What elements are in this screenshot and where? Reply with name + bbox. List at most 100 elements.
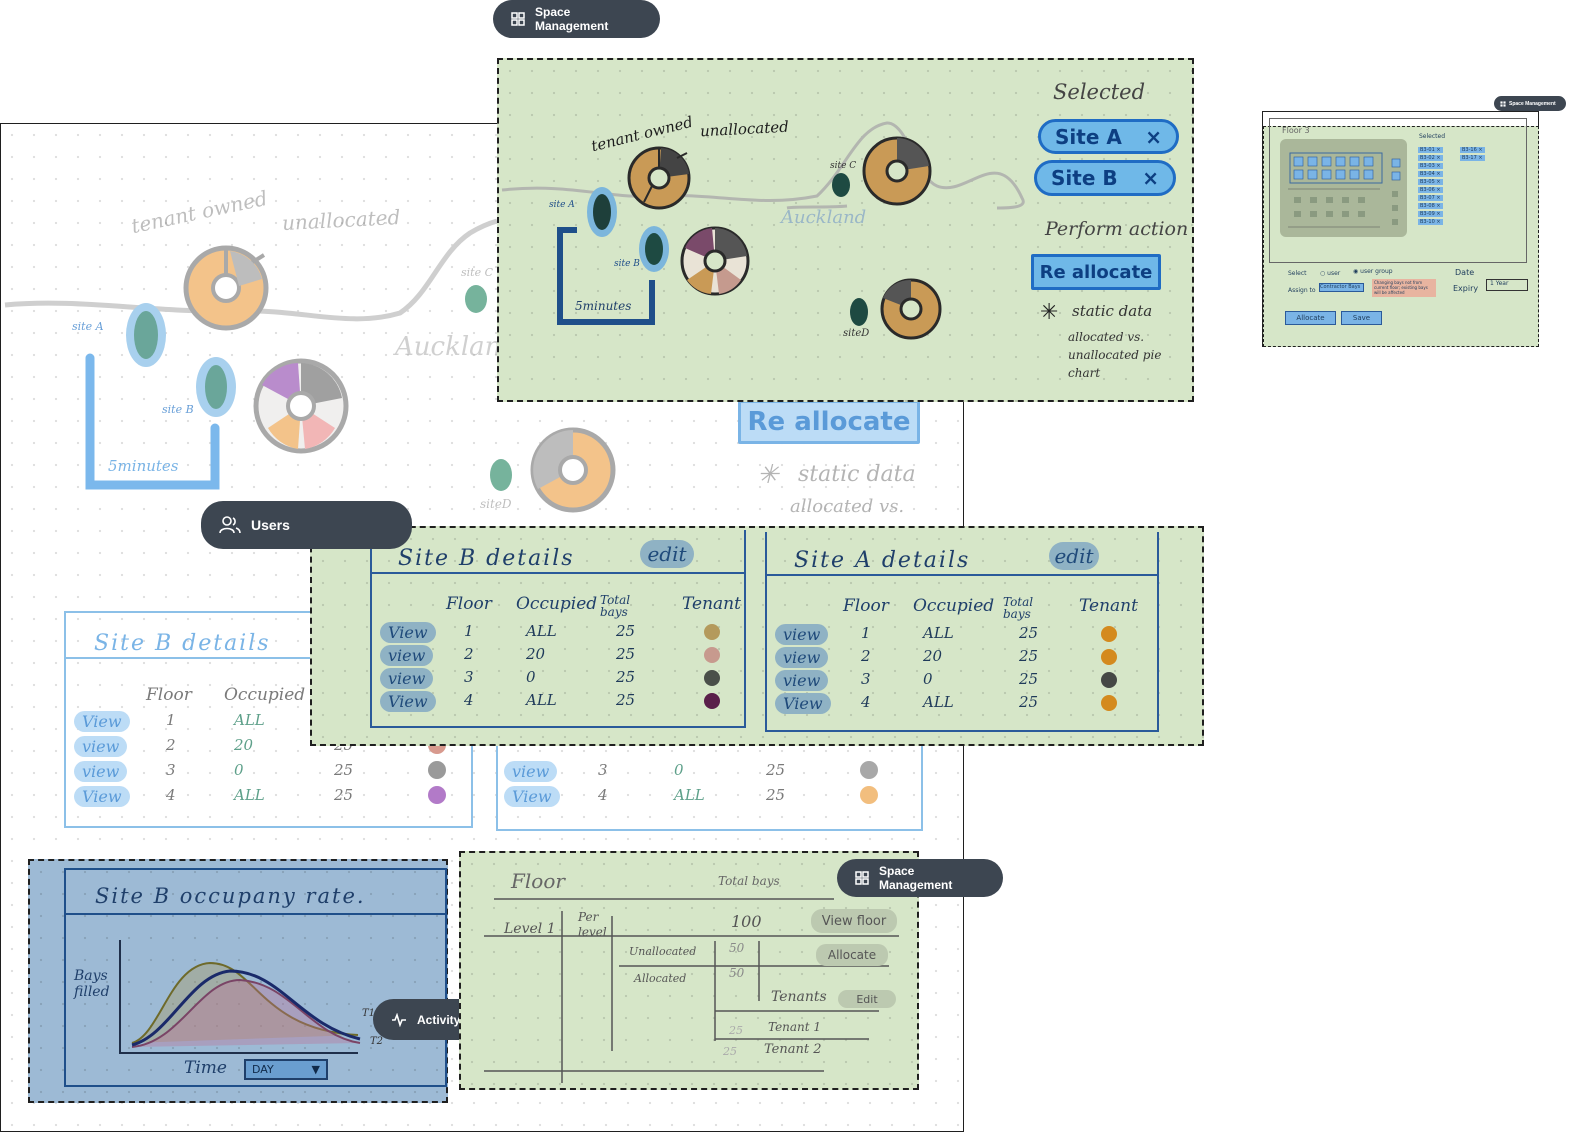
thumbnail-selected-chip[interactable]: B3-01 ×: [1418, 147, 1443, 153]
reallocate-button[interactable]: Re allocate: [1031, 254, 1161, 290]
floor-cell: 1: [464, 622, 474, 640]
per-level-label: Per level: [578, 910, 607, 939]
occupancy-chart: [119, 940, 361, 1054]
tenant-2-count: 25: [723, 1045, 737, 1058]
thumbnail-expiry-label: Expiry: [1453, 284, 1479, 293]
tenant-2-label: Tenant 2: [764, 1042, 822, 1057]
selected-site-a-chip[interactable]: Site A ×: [1038, 119, 1179, 154]
unallocated-count: 50: [729, 941, 745, 955]
selected-site-a-label: Site A: [1055, 124, 1122, 149]
thumbnail-selected-chip[interactable]: B3-05 ×: [1418, 179, 1443, 185]
table-row: View 4 ALL 25: [372, 691, 744, 713]
total-bays-column-header: Total bays: [718, 874, 780, 888]
view-floor-button[interactable]: View floor: [811, 909, 897, 933]
site-a-label: site A: [549, 200, 575, 210]
thumbnail-bays-sketch: [1288, 152, 1401, 228]
view-floor-link: view: [74, 736, 128, 757]
view-floor-link[interactable]: View: [775, 693, 831, 714]
floor-cell: 3: [166, 761, 176, 779]
allocated-count: 50: [729, 966, 745, 980]
tenant-color-dot: [1101, 649, 1117, 665]
thumbnail-user-group-radio[interactable]: ◉ user group: [1353, 268, 1393, 275]
site-d-label: siteD: [843, 328, 870, 339]
view-floor-link[interactable]: view: [380, 668, 434, 689]
thumbnail-selected-chip[interactable]: B3-02 ×: [1418, 155, 1443, 161]
view-floor-link[interactable]: View: [380, 622, 436, 643]
floor-cell: 1: [166, 711, 176, 729]
floor-cell: 2: [861, 647, 871, 665]
bg-site-b-label: site B: [162, 403, 194, 416]
selected-site-b-chip[interactable]: Site B ×: [1034, 160, 1176, 196]
level-1-label: Level 1: [504, 921, 556, 937]
view-floor-link[interactable]: view: [775, 670, 829, 691]
thumbnail-floor-map: [1280, 139, 1407, 237]
column-header: Tenant: [682, 594, 741, 614]
column-header: Floor: [446, 594, 492, 614]
table-row: view 3 0 25: [66, 761, 471, 783]
edit-site-button[interactable]: edit: [1049, 542, 1099, 570]
occupied-cell: 20: [526, 645, 546, 663]
view-floor-link[interactable]: view: [775, 647, 829, 668]
thumbnail-selected-chip[interactable]: B3-10 ×: [1418, 219, 1443, 225]
floor-column-header: Floor: [511, 869, 565, 893]
bg-static-data-label: static data: [798, 462, 916, 487]
thumbnail-selected-title: Selected: [1419, 133, 1446, 140]
view-floor-link[interactable]: view: [380, 645, 434, 666]
occupied-cell: 0: [234, 761, 244, 779]
users-label-text: Users: [251, 517, 290, 533]
tenants-label: Tenants: [771, 989, 827, 1005]
total-bays-cell: 25: [616, 622, 636, 640]
thumbnail-selected-chip[interactable]: B3-06 ×: [1418, 187, 1443, 193]
thumbnail-selected-chip[interactable]: B3-16 ×: [1460, 147, 1485, 153]
bg-floor-header: Floor: [146, 685, 192, 705]
allocate-button[interactable]: Allocate: [816, 944, 888, 966]
remove-site-b-icon[interactable]: ×: [1142, 166, 1159, 190]
total-bays-cell: 25: [1019, 624, 1039, 642]
users-icon: [219, 516, 241, 534]
thumbnail-assign-dropdown[interactable]: Contractor Bays: [1319, 283, 1364, 292]
edit-site-button[interactable]: edit: [640, 540, 694, 568]
remove-site-a-icon[interactable]: ×: [1145, 124, 1162, 149]
tenant-color-dot: [1101, 626, 1117, 642]
total-bays-cell: 25: [1019, 670, 1039, 688]
thumbnail-save-button[interactable]: Save: [1341, 311, 1382, 325]
floor-cell: 3: [861, 670, 871, 688]
table-row: View 4 ALL 25: [66, 786, 471, 808]
view-floor-link: view: [74, 761, 128, 782]
thumbnail-allocate-button[interactable]: Allocate: [1285, 311, 1336, 325]
users-label[interactable]: Users: [201, 501, 412, 549]
total-bays-cell: 25: [1019, 693, 1039, 711]
occupied-cell: ALL: [526, 691, 557, 709]
tenant-color-dot: [704, 693, 720, 709]
time-range-value: DAY: [252, 1063, 274, 1076]
space-management-label-top[interactable]: Space Management: [493, 0, 660, 38]
view-floor-link[interactable]: view: [775, 624, 829, 645]
tenant-color-dot: [860, 761, 878, 779]
occupied-cell: 0: [923, 670, 933, 688]
thumbnail-expiry-dropdown[interactable]: 1 Year: [1486, 279, 1528, 291]
thumbnail-user-label: user: [1327, 270, 1341, 277]
space-management-label-thumb-text: Space Management: [1509, 100, 1556, 107]
total-bays-cell: 25: [616, 691, 636, 709]
site-details-frame: [310, 526, 1204, 746]
thumbnail-selected-chip[interactable]: B3-08 ×: [1418, 203, 1443, 209]
tenant-color-dot: [860, 786, 878, 804]
thumbnail-selected-chip[interactable]: B3-07 ×: [1418, 195, 1443, 201]
thumbnail-selected-chip[interactable]: B3-09 ×: [1418, 211, 1443, 217]
thumbnail-user-radio[interactable]: ○ user: [1320, 270, 1341, 277]
thumbnail-selected-chip[interactable]: B3-04 ×: [1418, 171, 1443, 177]
thumbnail-selected-chip[interactable]: B3-17 ×: [1460, 155, 1485, 161]
space-management-label-thumb[interactable]: Space Management: [1494, 96, 1566, 111]
table-row: view 1 ALL 25: [767, 624, 1157, 646]
space-management-label-mid[interactable]: Space Management: [837, 859, 1003, 897]
view-floor-link[interactable]: View: [380, 691, 436, 712]
edit-tenants-button[interactable]: Edit: [838, 990, 896, 1008]
total-bays-cell: 25: [616, 645, 636, 663]
bg-site-b-table-title: Site B details: [94, 631, 271, 656]
floor-cell: 2: [464, 645, 474, 663]
thumbnail-floor-card: [1269, 118, 1527, 263]
thumbnail-selected-chip[interactable]: B3-03 ×: [1418, 163, 1443, 169]
table-row: view 3 0 25: [498, 761, 921, 783]
time-range-dropdown[interactable]: DAY ▼: [244, 1059, 328, 1080]
total-bays-cell: 25: [1019, 647, 1039, 665]
